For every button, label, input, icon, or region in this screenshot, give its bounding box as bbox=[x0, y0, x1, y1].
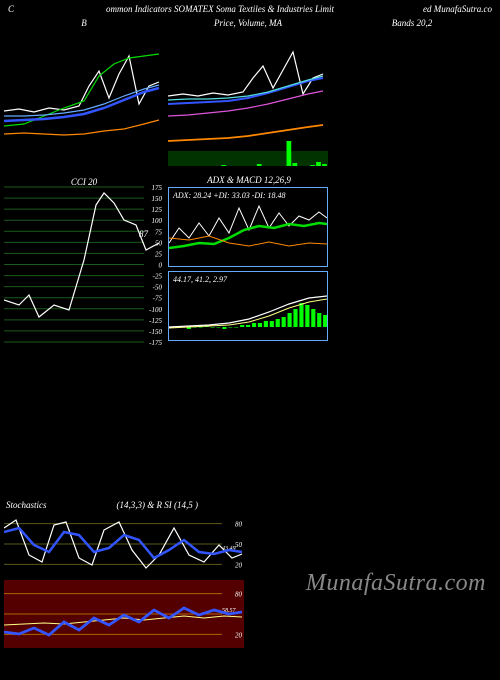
bb-chart bbox=[4, 16, 164, 166]
macd-chart: 44.17, 41.2, 2.97 bbox=[168, 271, 328, 341]
panel-bands-label: Bands 20,2 bbox=[332, 16, 492, 171]
bb-title: B bbox=[81, 18, 87, 28]
svg-text:80: 80 bbox=[235, 591, 243, 599]
svg-text:125: 125 bbox=[152, 206, 163, 214]
svg-text:-100: -100 bbox=[149, 306, 162, 314]
stoch-title-right: (14,3,3) & R SI (14,5 ) bbox=[117, 500, 198, 510]
svg-text:20: 20 bbox=[235, 631, 243, 639]
svg-text:0: 0 bbox=[159, 262, 163, 270]
row-3: 80502043.49 bbox=[0, 510, 500, 578]
page-header: C ommon Indicators SOMATEX Soma Textiles… bbox=[0, 0, 500, 16]
svg-text:-50: -50 bbox=[153, 284, 163, 292]
row-3-titles: Stochastics (14,3,3) & R SI (14,5 ) bbox=[6, 500, 500, 510]
svg-text:87: 87 bbox=[139, 229, 149, 239]
svg-text:-25: -25 bbox=[153, 273, 163, 281]
svg-text:25: 25 bbox=[155, 250, 163, 258]
row-1: B Price, Volume, MA Bands 20,2 bbox=[0, 16, 500, 171]
svg-text:44.17, 41.2, 2.97: 44.17, 41.2, 2.97 bbox=[173, 275, 228, 284]
header-left: C bbox=[8, 4, 18, 14]
svg-text:150: 150 bbox=[152, 195, 163, 203]
svg-text:100: 100 bbox=[152, 217, 163, 225]
svg-text:80: 80 bbox=[235, 521, 243, 529]
watermark: MunafaSutra.com bbox=[306, 570, 486, 597]
price-chart bbox=[168, 16, 328, 166]
svg-text:20: 20 bbox=[235, 561, 243, 569]
cci-title: CCI 20 bbox=[71, 177, 97, 187]
panel-rsi: 802058.57 bbox=[4, 580, 244, 648]
svg-text:50: 50 bbox=[235, 541, 243, 549]
rsi-chart: 802058.57 bbox=[4, 580, 244, 648]
bands-title: Bands 20,2 bbox=[392, 18, 433, 28]
header-right: ed MunafaSutra.co bbox=[382, 4, 492, 14]
stoch-title-left: Stochastics bbox=[6, 500, 47, 510]
svg-text:175: 175 bbox=[152, 184, 163, 192]
panel-cci: CCI 20 1751501251007550250-25-50-75-100-… bbox=[4, 175, 164, 350]
header-center: ommon Indicators SOMATEX Soma Textiles &… bbox=[58, 4, 382, 14]
panel-bb: B bbox=[4, 16, 164, 171]
price-title: Price, Volume, MA bbox=[214, 18, 282, 28]
svg-text:-125: -125 bbox=[149, 317, 162, 325]
adx-chart: ADX: 28.24 +DI: 33.03 -DI: 18.48 bbox=[168, 187, 328, 267]
svg-text:75: 75 bbox=[155, 228, 163, 236]
panel-adx-macd: ADX & MACD 12,26,9 ADX: 28.24 +DI: 33.03… bbox=[168, 175, 330, 350]
adx-title: ADX & MACD 12,26,9 bbox=[207, 175, 291, 185]
svg-text:-150: -150 bbox=[149, 328, 162, 336]
panel-price: Price, Volume, MA bbox=[168, 16, 328, 171]
svg-text:ADX: 28.24 +DI: 33.03 -DI: 1: ADX: 28.24 +DI: 33.03 -DI: 18.48 bbox=[172, 191, 286, 200]
row-2: CCI 20 1751501251007550250-25-50-75-100-… bbox=[0, 175, 500, 350]
cci-chart: 1751501251007550250-25-50-75-100-125-150… bbox=[4, 175, 164, 345]
gap bbox=[0, 350, 500, 500]
panel-stoch: 80502043.49 bbox=[4, 510, 244, 578]
svg-text:-75: -75 bbox=[153, 295, 163, 303]
stoch-chart: 80502043.49 bbox=[4, 510, 244, 578]
svg-text:-175: -175 bbox=[149, 339, 162, 345]
